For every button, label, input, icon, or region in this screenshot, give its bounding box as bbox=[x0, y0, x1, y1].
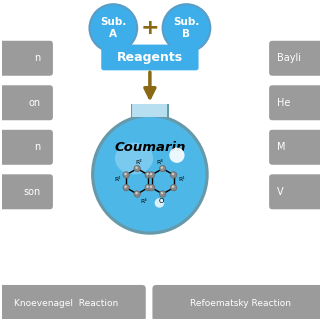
Text: Knoevenagel  Reaction: Knoevenagel Reaction bbox=[13, 299, 118, 308]
FancyBboxPatch shape bbox=[0, 285, 146, 320]
Circle shape bbox=[124, 185, 127, 188]
Circle shape bbox=[123, 185, 129, 191]
Text: +: + bbox=[140, 18, 159, 38]
Circle shape bbox=[124, 173, 127, 175]
Text: R²: R² bbox=[135, 160, 142, 165]
Text: O: O bbox=[158, 198, 164, 204]
Text: He: He bbox=[277, 98, 291, 108]
Circle shape bbox=[171, 172, 177, 178]
Text: n: n bbox=[34, 142, 40, 152]
FancyBboxPatch shape bbox=[0, 130, 53, 165]
Text: R¹: R¹ bbox=[114, 177, 121, 182]
Ellipse shape bbox=[91, 114, 209, 235]
FancyBboxPatch shape bbox=[152, 285, 320, 320]
FancyBboxPatch shape bbox=[269, 85, 320, 120]
Text: on: on bbox=[28, 98, 40, 108]
Text: R⁴: R⁴ bbox=[140, 199, 147, 204]
FancyBboxPatch shape bbox=[269, 130, 320, 165]
Text: Sub.
B: Sub. B bbox=[173, 17, 200, 39]
FancyBboxPatch shape bbox=[0, 41, 53, 76]
Text: Reagents: Reagents bbox=[117, 51, 183, 64]
Circle shape bbox=[159, 165, 166, 172]
Circle shape bbox=[135, 166, 138, 169]
Ellipse shape bbox=[115, 142, 153, 174]
Circle shape bbox=[171, 185, 177, 191]
Circle shape bbox=[146, 173, 149, 175]
Circle shape bbox=[123, 172, 129, 178]
Circle shape bbox=[145, 172, 151, 178]
Circle shape bbox=[150, 185, 152, 188]
Circle shape bbox=[172, 173, 174, 175]
Ellipse shape bbox=[94, 117, 205, 232]
Circle shape bbox=[90, 4, 137, 52]
Circle shape bbox=[161, 166, 163, 169]
Circle shape bbox=[169, 148, 185, 163]
Text: R¹: R¹ bbox=[179, 177, 185, 182]
Circle shape bbox=[135, 192, 138, 194]
Circle shape bbox=[172, 185, 174, 188]
FancyBboxPatch shape bbox=[269, 41, 320, 76]
FancyBboxPatch shape bbox=[269, 174, 320, 209]
Circle shape bbox=[145, 185, 151, 191]
FancyBboxPatch shape bbox=[0, 174, 53, 209]
Text: V: V bbox=[277, 187, 284, 197]
Text: n: n bbox=[34, 53, 40, 63]
Text: Refoematsky Reaction: Refoematsky Reaction bbox=[190, 299, 291, 308]
Circle shape bbox=[134, 165, 140, 172]
Polygon shape bbox=[131, 104, 169, 117]
Text: Coumarin: Coumarin bbox=[114, 141, 186, 154]
Text: M: M bbox=[277, 142, 285, 152]
Text: Sub.
A: Sub. A bbox=[100, 17, 126, 39]
Circle shape bbox=[155, 198, 164, 208]
Circle shape bbox=[148, 172, 155, 178]
Circle shape bbox=[134, 191, 140, 197]
Circle shape bbox=[148, 185, 155, 191]
Text: R³: R³ bbox=[156, 160, 163, 165]
Polygon shape bbox=[132, 104, 167, 117]
FancyBboxPatch shape bbox=[101, 44, 198, 70]
Circle shape bbox=[150, 173, 152, 175]
Text: Bayli: Bayli bbox=[277, 53, 301, 63]
Circle shape bbox=[159, 191, 166, 197]
Text: son: son bbox=[23, 187, 40, 197]
Circle shape bbox=[161, 192, 163, 194]
Circle shape bbox=[146, 185, 149, 188]
Circle shape bbox=[163, 4, 210, 52]
FancyBboxPatch shape bbox=[0, 85, 53, 120]
